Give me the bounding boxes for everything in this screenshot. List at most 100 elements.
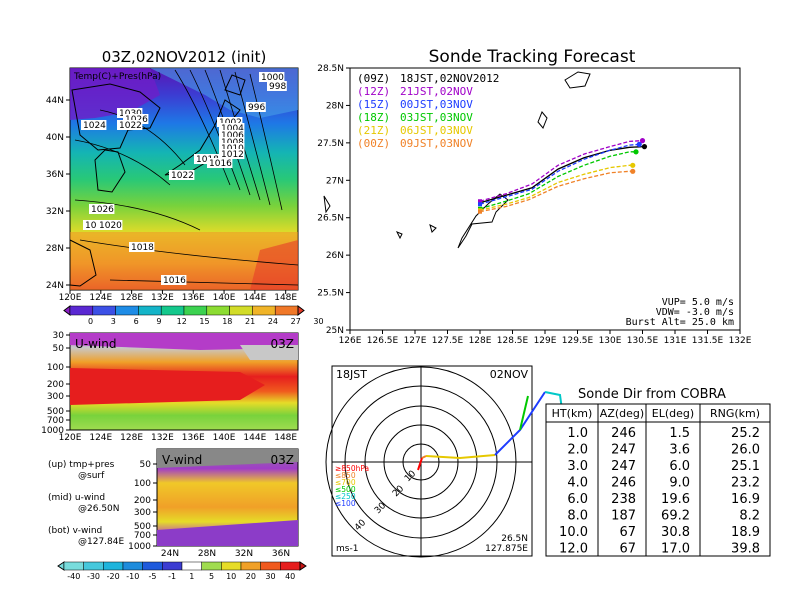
v-y-label: 700 (134, 531, 151, 541)
wind-colorbar-cell (201, 561, 222, 571)
table-cell: 9.0 (669, 476, 690, 491)
isobar-label-bg (219, 149, 245, 159)
wind-colorbar-cell (63, 561, 84, 571)
u-x-label: 120E (59, 433, 82, 443)
track-start-marker (478, 199, 482, 204)
table-title: Sonde Dir from COBRA (578, 387, 726, 402)
track-legend-text: 06JST,03NOV (400, 124, 473, 137)
track-legend-text: 00JST,03NOV (400, 98, 473, 111)
track-endpoint (630, 168, 636, 174)
isobar-label-bg (89, 204, 115, 214)
v-y-label: 300 (134, 508, 151, 518)
table-cell: 39.8 (731, 542, 760, 557)
polar-legend-item: ≤100 (335, 499, 356, 508)
isobar-label: 1016 (209, 159, 232, 169)
map-lat-label: 32N (46, 207, 64, 217)
track-endpoint (630, 162, 636, 168)
track-x-label: 131.5E (692, 336, 724, 346)
map-lon-label: 120E (59, 293, 82, 303)
note-mid: (mid) u-wind (48, 493, 105, 503)
table-cell: 10.0 (559, 525, 588, 540)
track-x-label: 128.5E (497, 336, 529, 346)
table-cell: 3.6 (669, 443, 690, 458)
wind-colorbar-tick-label: 30 (265, 572, 275, 581)
polar-legend-item: ≤700 (335, 478, 356, 487)
isobar-label-bg (123, 114, 149, 124)
isobar-label-bg (194, 154, 220, 164)
map-lat-label: 28N (46, 244, 64, 254)
track-x-label: 132E (729, 336, 752, 346)
isobar-label: 1004 (221, 124, 244, 134)
wind-colorbar-cell (240, 561, 261, 571)
polar-date: 02NOV (490, 368, 529, 381)
u-wind-panel: U-wind 03Z (69, 332, 299, 431)
note-bot: (bot) v-wind (48, 526, 102, 536)
wind-colorbar-cell (83, 561, 104, 571)
panel-notes: (up) tmp+pres @surf (mid) u-wind @26.50N… (48, 460, 124, 547)
u-y-label: 50 (53, 344, 65, 354)
track-param: VUP= 5.0 m/s (662, 297, 734, 308)
colorbar-tick-label: 6 (134, 317, 139, 326)
isobar-label: 996 (248, 103, 265, 113)
v-y-label: 50 (140, 460, 152, 470)
colorbar-arrow-left (63, 305, 71, 316)
table-frame (545, 403, 771, 557)
polar-time: 18JST (336, 368, 367, 381)
track-param: Burst Alt= 25.0 km (626, 317, 734, 328)
isobar-label-bg (219, 143, 245, 153)
wind-colorbar-cell (260, 561, 281, 571)
track-legend-code: (12Z) (357, 85, 390, 98)
isobar-label: 998 (269, 82, 286, 92)
polar-plot: 18JST 02NOV ms-1 26.5N 127.875E (325, 366, 567, 558)
isobar-label: 1024 (83, 121, 106, 131)
isobar-label: 1000 (261, 73, 284, 83)
wind-colorbar-tick-label: 40 (285, 572, 295, 581)
table-cell: 8.0 (567, 509, 588, 524)
colorbar-tick-label: 3 (111, 317, 116, 326)
track-y-label: 28.5N (317, 64, 344, 74)
colorbar-cell (160, 305, 185, 316)
isobar-label-bg (117, 120, 143, 130)
map-lat-label: 40N (46, 133, 64, 143)
track-endpoint (633, 149, 639, 155)
isobar-label-bg (219, 123, 245, 133)
track-endpoint (639, 138, 646, 144)
table-cell: 18.9 (731, 525, 760, 540)
isobar-label: 1022 (119, 121, 142, 131)
colorbar-cell (206, 305, 230, 316)
table-cell: 6.0 (567, 492, 588, 507)
table-cell: 246 (611, 476, 636, 491)
track-x-label: 129.5E (562, 336, 594, 346)
table-cell: 187 (611, 509, 636, 524)
map-lat-label: 24N (46, 281, 64, 291)
table-cell: 25.2 (731, 426, 760, 441)
table-cell: 26.0 (731, 443, 760, 458)
track-x-label: 130.5E (627, 336, 659, 346)
isobar-label: 1028 (85, 221, 108, 231)
colorbar-tick-label: 9 (156, 317, 161, 326)
map-lat-label: 44N (46, 96, 64, 106)
isobar-label: 1020 (99, 221, 122, 231)
table-cell: 17.0 (661, 542, 690, 557)
polar-legend-item: ≤850 (335, 471, 356, 480)
table-header: RNG(km) (710, 407, 760, 420)
map-overlay-label: Temp(C)+Pres(hPa) (73, 72, 161, 82)
v-y-label: 100 (134, 479, 151, 489)
table-cell: 8.2 (739, 509, 760, 524)
isobar-label-bg (129, 242, 155, 252)
wind-colorbar-cell (221, 561, 242, 571)
isobar-label-bg (219, 137, 245, 147)
colorbar-cell (229, 305, 253, 316)
track-y-label: 28N (326, 101, 344, 111)
wind-colorbar-tick-label: -30 (87, 572, 100, 581)
table-cell: 30.8 (661, 525, 690, 540)
track-legend-text: 21JST,02NOV (400, 85, 473, 98)
u-x-label: 132E (151, 433, 174, 443)
wind-colorbar-cell (122, 561, 143, 571)
u-x-label: 136E (182, 433, 205, 443)
track-x-label: 127E (404, 336, 427, 346)
table-cell: 19.6 (661, 492, 690, 507)
map-lat-label: 36N (46, 170, 64, 180)
isobar-label-bg (81, 120, 107, 130)
